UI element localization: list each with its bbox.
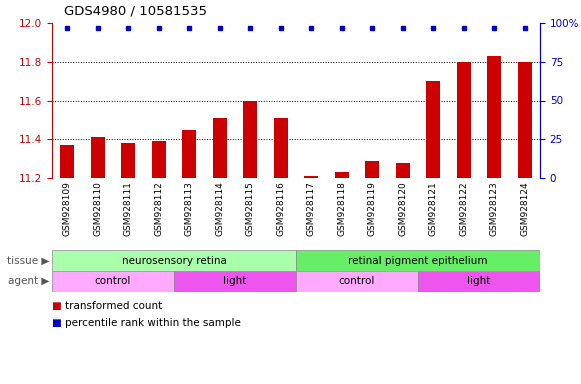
Text: percentile rank within the sample: percentile rank within the sample [65, 318, 241, 328]
Bar [213, 118, 227, 178]
Text: ■: ■ [52, 301, 65, 311]
Bar [91, 137, 105, 178]
Text: GSM928116: GSM928116 [276, 182, 285, 237]
Text: GSM928115: GSM928115 [246, 182, 254, 237]
Text: light: light [223, 276, 247, 286]
Text: GSM928110: GSM928110 [93, 182, 102, 237]
Text: control: control [339, 276, 375, 286]
Text: GSM928122: GSM928122 [459, 182, 468, 236]
Text: GSM928123: GSM928123 [490, 182, 498, 236]
Bar [243, 101, 257, 178]
Bar [121, 143, 135, 178]
Text: GSM928120: GSM928120 [398, 182, 407, 236]
Text: ■: ■ [52, 318, 65, 328]
Text: GSM928121: GSM928121 [429, 182, 437, 236]
Bar [335, 172, 349, 178]
Bar [52, 271, 174, 292]
Text: light: light [467, 276, 491, 286]
Text: GSM928124: GSM928124 [520, 182, 529, 236]
Bar [274, 118, 288, 178]
Bar [365, 161, 379, 178]
Bar [518, 62, 532, 178]
Text: retinal pigment epithelium: retinal pigment epithelium [348, 255, 488, 265]
Text: neurosensory retina: neurosensory retina [121, 255, 227, 265]
Bar [426, 81, 440, 178]
Text: agent ▶: agent ▶ [8, 276, 49, 286]
Text: GSM928117: GSM928117 [307, 182, 315, 237]
Text: GSM928109: GSM928109 [63, 182, 71, 237]
Text: tissue ▶: tissue ▶ [7, 255, 49, 265]
Bar [174, 271, 296, 292]
Bar [304, 176, 318, 178]
Text: control: control [95, 276, 131, 286]
Bar [52, 250, 296, 271]
Bar [396, 162, 410, 178]
Bar [487, 56, 501, 178]
Text: transformed count: transformed count [65, 301, 162, 311]
Bar [296, 250, 540, 271]
Text: GSM928113: GSM928113 [185, 182, 193, 237]
Text: GSM928111: GSM928111 [124, 182, 132, 237]
Bar [418, 271, 540, 292]
Bar [457, 62, 471, 178]
Text: GSM928112: GSM928112 [154, 182, 163, 236]
Text: GSM928119: GSM928119 [368, 182, 376, 237]
Text: GDS4980 / 10581535: GDS4980 / 10581535 [64, 5, 207, 18]
Bar [182, 129, 196, 178]
Bar [60, 145, 74, 178]
Text: GSM928118: GSM928118 [337, 182, 346, 237]
Text: GSM928114: GSM928114 [215, 182, 224, 236]
Bar [152, 141, 166, 178]
Bar [296, 271, 418, 292]
